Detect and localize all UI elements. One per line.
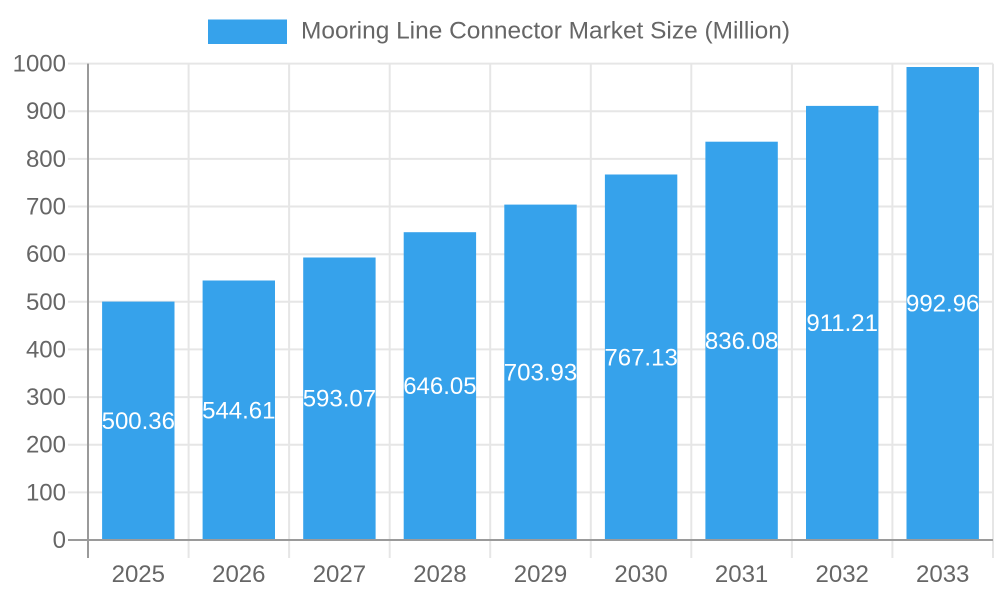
svg-text:2033: 2033 <box>916 561 969 588</box>
svg-text:2027: 2027 <box>313 561 366 588</box>
svg-text:600: 600 <box>26 241 66 268</box>
svg-text:500.36: 500.36 <box>102 408 175 435</box>
svg-text:2032: 2032 <box>816 561 869 588</box>
svg-text:593.07: 593.07 <box>303 386 376 413</box>
svg-text:2030: 2030 <box>614 561 667 588</box>
svg-text:1000: 1000 <box>13 51 66 78</box>
svg-text:2028: 2028 <box>413 561 466 588</box>
svg-text:646.05: 646.05 <box>403 373 476 400</box>
svg-text:900: 900 <box>26 98 66 125</box>
svg-text:2031: 2031 <box>715 561 768 588</box>
svg-text:500: 500 <box>26 289 66 316</box>
svg-text:703.93: 703.93 <box>504 359 577 386</box>
svg-text:2025: 2025 <box>112 561 165 588</box>
svg-text:100: 100 <box>26 479 66 506</box>
svg-text:2026: 2026 <box>212 561 265 588</box>
svg-text:836.08: 836.08 <box>705 328 778 355</box>
svg-text:300: 300 <box>26 384 66 411</box>
svg-text:992.96: 992.96 <box>906 291 979 318</box>
svg-text:544.61: 544.61 <box>202 397 275 424</box>
svg-text:Mooring Line Connector Market: Mooring Line Connector Market Size (Mill… <box>301 18 790 45</box>
svg-text:0: 0 <box>53 527 66 554</box>
svg-text:767.13: 767.13 <box>604 344 677 371</box>
svg-text:800: 800 <box>26 146 66 173</box>
svg-text:700: 700 <box>26 194 66 221</box>
svg-text:200: 200 <box>26 432 66 459</box>
svg-text:400: 400 <box>26 336 66 363</box>
svg-text:2029: 2029 <box>514 561 567 588</box>
svg-text:911.21: 911.21 <box>806 310 878 337</box>
